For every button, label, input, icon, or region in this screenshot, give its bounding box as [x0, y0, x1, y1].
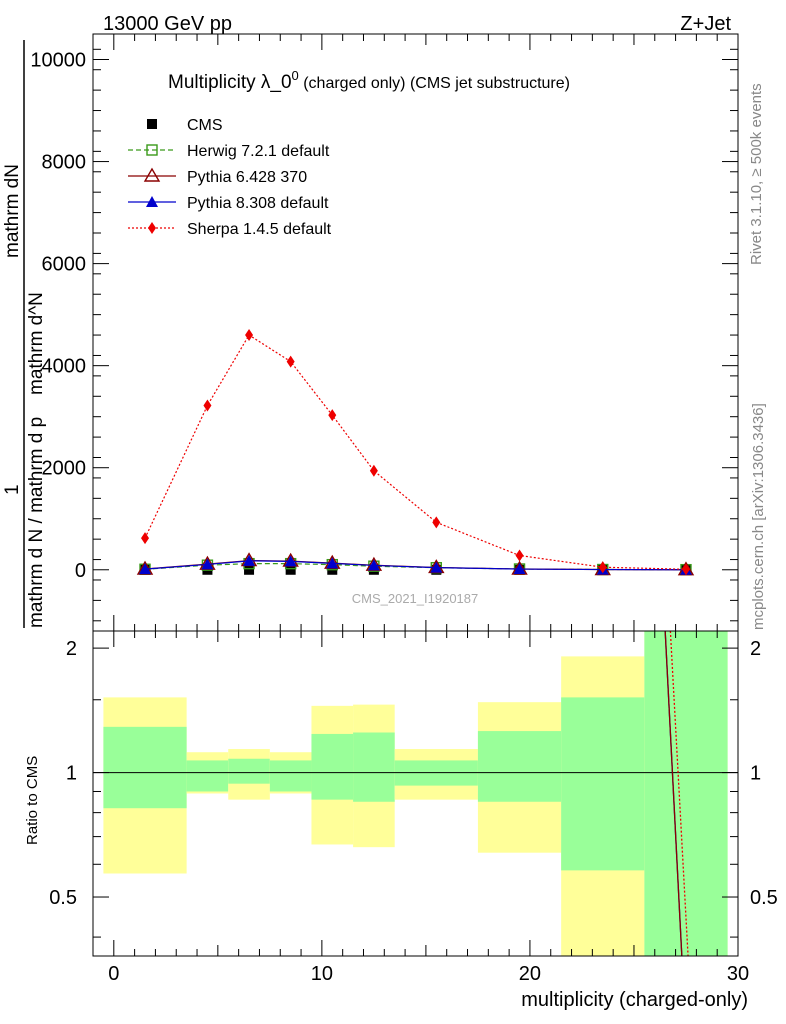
- legend-marker: [146, 196, 158, 207]
- main-ytick-label: 0: [75, 560, 86, 582]
- chart-title-suffix: (charged only) (CMS jet substructure): [299, 75, 570, 92]
- point-sherpa-1-4-5-default: [681, 563, 690, 576]
- y-label-denominator: mathrm d^N: [26, 292, 47, 395]
- y-label-numerator: mathrm dN: [2, 164, 23, 258]
- point-pythia-8-308-default: [284, 555, 297, 567]
- chart-title: Multiplicity λ_00 (charged only) (CMS je…: [168, 68, 570, 93]
- analysis-id-watermark: CMS_2021_I1920187: [352, 591, 479, 606]
- ratio-panel-frame: [92, 630, 739, 957]
- ratio-bands: [103, 631, 728, 956]
- chart-title-superscript: 0: [292, 68, 299, 83]
- point-pythia-8-308-default: [326, 557, 339, 569]
- point-sherpa-1-4-5-default: [245, 329, 254, 342]
- legend-item: Pythia 6.428 370: [128, 167, 307, 186]
- point-sherpa-1-4-5-default: [369, 464, 378, 477]
- main-ytick-label: 2000: [42, 458, 87, 480]
- ratio-panel: 0.5 0.51 12 20 10 20 30 Ratio to CMS: [24, 630, 778, 985]
- legend-marker: [146, 144, 158, 156]
- ratio-band-green: [103, 726, 187, 809]
- point-pythia-8-308-default: [139, 563, 152, 575]
- xtick-label: 10: [311, 963, 333, 985]
- legend-marker: [147, 119, 157, 129]
- legend-label: Pythia 8.308 default: [187, 195, 329, 212]
- point-sherpa-1-4-5-default: [141, 532, 150, 545]
- legend: CMS Herwig 7.2.1 default Pythia 6.428 370 P…: [128, 117, 332, 238]
- ratio-band-green: [311, 733, 354, 800]
- series-line-sherpa-1-4-5-default: [144, 334, 686, 570]
- xtick-label: 0: [108, 963, 119, 985]
- xtick-label: 20: [519, 963, 541, 985]
- legend-item: Sherpa 1.4.5 default: [128, 221, 332, 238]
- point-sherpa-1-4-5-default: [515, 549, 524, 562]
- main-ytick-label: 8000: [42, 152, 87, 174]
- xtick-label: 30: [727, 963, 749, 985]
- main-ytick-label: 6000: [42, 254, 87, 276]
- legend-label: Sherpa 1.4.5 default: [187, 221, 332, 238]
- point-sherpa-1-4-5-default: [598, 561, 607, 574]
- legend-item: CMS: [147, 117, 223, 134]
- main-panel: 0 2000 4000 6000 8000 10000 CMS_2021_I1920187: [30, 33, 739, 632]
- main-ytick-label: 4000: [42, 356, 87, 378]
- y-label-dndp: mathrm d N / mathrm d p: [26, 417, 47, 628]
- point-pythia-8-308-default: [430, 561, 443, 573]
- ratio-axis-label: Ratio to CMS: [24, 756, 41, 845]
- legend-label: Pythia 6.428 370: [187, 169, 307, 186]
- point-sherpa-1-4-5-default: [286, 355, 295, 368]
- point-cms: [244, 564, 255, 575]
- legend-label: Herwig 7.2.1 default: [187, 143, 330, 160]
- series-line-pythia-8-308-default: [144, 560, 686, 571]
- ratio-ytick-label: 0.5: [49, 887, 77, 909]
- point-pythia-8-308-default: [243, 554, 256, 566]
- chart-title-prefix: Multiplicity λ_0: [168, 72, 292, 93]
- ratio-ytick-label-right: 0.5: [750, 887, 778, 909]
- ratio-ytick-label: 1: [66, 763, 77, 785]
- y-label-one: 1: [2, 484, 23, 495]
- main-ytick-label: 10000: [30, 50, 86, 72]
- ratio-band-green: [644, 631, 728, 956]
- mcplots-label: mcplots.cern.ch [arXiv:1306.3436]: [750, 403, 767, 630]
- x-axis-label: multiplicity (charged-only): [521, 989, 748, 1011]
- legend-marker: [148, 222, 156, 234]
- point-sherpa-1-4-5-default: [432, 516, 441, 529]
- legend-item: Herwig 7.2.1 default: [128, 143, 330, 160]
- ratio-line-pythia-6-428-370: [664, 630, 683, 957]
- ratio-ytick-label-right: 2: [750, 638, 761, 660]
- ratio-series-layer: [93, 630, 738, 957]
- ratio-band-green: [269, 760, 312, 792]
- ratio-band-green: [561, 697, 645, 871]
- ratio-ytick-label-right: 1: [750, 763, 761, 785]
- ratio-axis-ticks: 0.5 0.51 12 20 10 20 30: [49, 631, 778, 985]
- ratio-band-green: [228, 758, 270, 784]
- point-sherpa-1-4-5-default: [328, 409, 337, 422]
- main-series-layer: [136, 329, 695, 576]
- ratio-ytick-label: 2: [66, 638, 77, 660]
- legend-marker: [143, 167, 161, 182]
- point-pythia-8-308-default: [513, 563, 526, 575]
- point-cms: [285, 564, 296, 575]
- point-pythia-8-308-default: [201, 558, 214, 570]
- main-y-axis-label: mathrm dN mathrm d^N 1 mathrm d N / mathrm …: [2, 40, 47, 628]
- point-sherpa-1-4-5-default: [203, 399, 212, 412]
- ratio-band-green: [353, 732, 395, 802]
- process-label: Z+Jet: [680, 13, 731, 35]
- point-pythia-8-308-default: [367, 559, 380, 571]
- energy-label: 13000 GeV pp: [103, 13, 232, 35]
- ratio-band-green: [477, 731, 562, 802]
- main-axis-ticks: 0 2000 4000 6000 8000 10000: [30, 34, 739, 631]
- legend-label: CMS: [187, 117, 223, 134]
- ratio-band-green: [186, 760, 229, 792]
- rivet-label: Rivet 3.1.10, ≥ 500k events: [748, 83, 765, 265]
- legend-item: Pythia 8.308 default: [128, 195, 329, 212]
